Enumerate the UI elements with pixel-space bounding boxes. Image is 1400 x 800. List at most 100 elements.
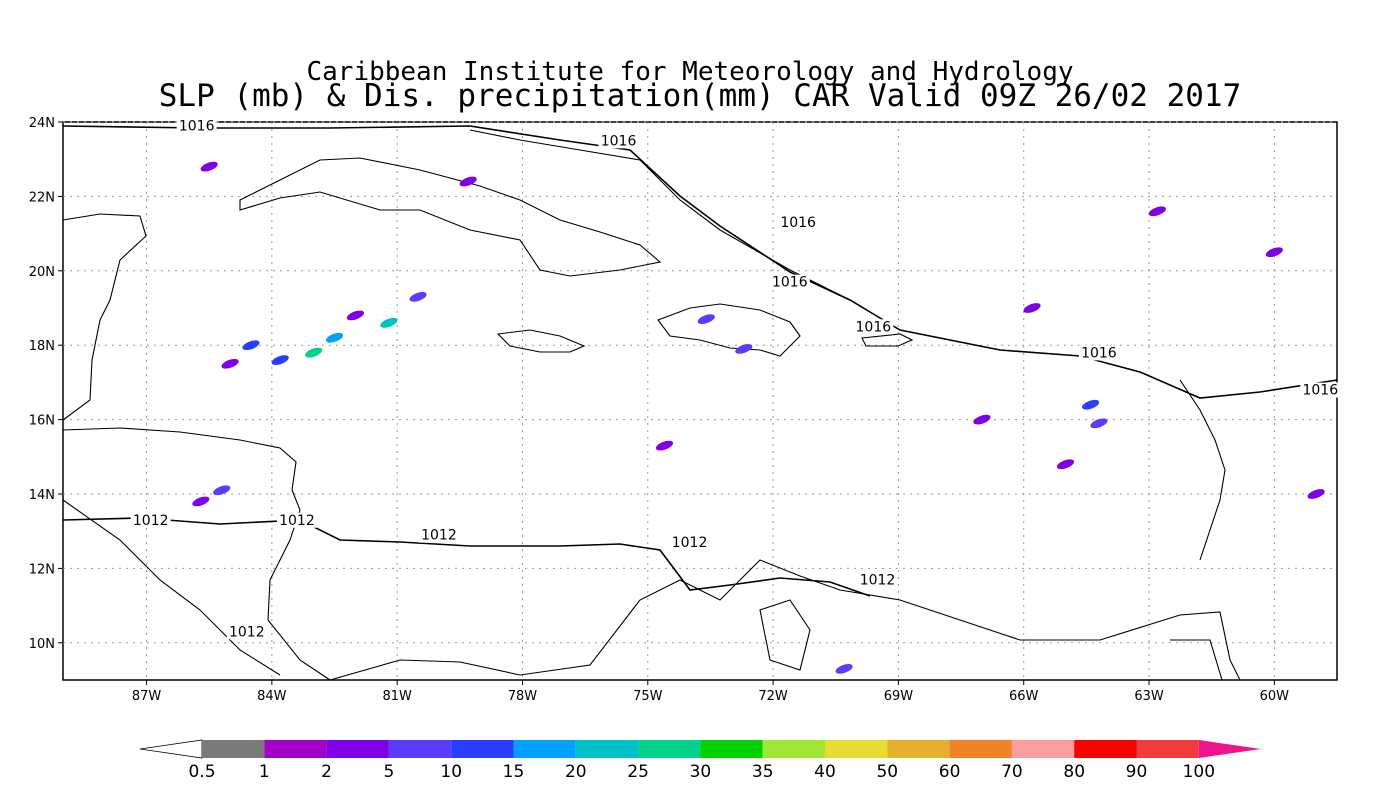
precip-cell [697,314,715,325]
colorbar-label: 20 [565,762,587,782]
coast-cuba [239,157,662,277]
colorbar: 0.5 1 2 5 10 15 20 25 30 35 40 50 60 70 80 90 100 [139,739,1261,782]
precip-cell [1081,399,1100,410]
x-tick-label: 75W [633,689,663,704]
precip-cell [200,161,218,172]
colorbar-swatch [1074,740,1137,758]
coast-pacific [62,499,281,676]
coast-lake-maracaibo [759,599,811,671]
coast-south-america [329,559,1241,681]
colorbar-swatch [700,740,763,758]
coast-jamaica [496,329,586,353]
graticule [63,121,1337,680]
colorbar-label: 25 [627,762,649,782]
precip-cell [380,318,398,328]
colorbar-swatch [575,740,639,758]
isobar-label-1016: 1016 [780,215,816,231]
isobar-label-1016: 1016 [772,275,808,291]
isobar-label-bg [418,527,459,543]
isobar-label-bg [853,319,894,335]
colorbar-label: 80 [1063,762,1085,782]
y-tick-label: 24N [29,116,55,131]
isobar-label-bg [130,512,171,528]
isobar-label-1012: 1012 [133,513,169,529]
colorbar-label: 2 [321,762,332,782]
isobar-label-1016: 1016 [179,118,215,134]
isobar-label-bg [769,274,810,290]
precip-cell [192,496,210,507]
precip-cell [1265,247,1283,258]
colorbar-label: 30 [690,762,712,782]
colorbar-label: 35 [752,762,774,782]
colorbar-swatch [1011,740,1075,758]
colorbar-label: 5 [383,762,394,782]
precipitation-cells [192,161,1325,674]
x-tick-label: 84W [257,689,287,704]
y-tick-label: 22N [29,190,55,205]
isobar-label-1012: 1012 [279,513,315,529]
isobar-lines [62,125,1338,597]
y-tick-label: 16N [29,414,55,429]
isobar-label-bg [1078,345,1119,361]
colorbar-label: 100 [1183,762,1215,782]
isobar-label-bg [857,572,898,588]
precip-cell [305,347,323,358]
colorbar-swatch [825,740,888,758]
colorbar-over-arrow [1198,740,1261,758]
x-tick-label: 81W [382,689,412,704]
colorbar-swatch [762,740,825,758]
colorbar-swatch [388,740,452,758]
precip-cell [973,414,991,425]
isobar-label-bg [598,133,639,149]
colorbar-label: 1 [259,762,270,782]
precip-cell [271,355,289,365]
isobar-1012-south [62,517,871,597]
precip-cell [835,663,853,674]
colorbar-label: 15 [503,762,525,782]
isobar-label-1012: 1012 [672,535,708,551]
precip-cell [1056,459,1075,470]
colorbar-label: 70 [1001,762,1023,782]
y-tick-label: 10N [29,637,55,652]
isobar-label-1016: 1016 [856,319,892,335]
x-tick-label: 87W [132,689,162,704]
isobar-label-1016: 1016 [601,133,637,149]
precip-cell [221,358,239,369]
x-tick-label: 72W [758,689,788,704]
colorbar-swatch [264,740,327,758]
isobar-label-bg [176,118,217,134]
axes: 87W 84W 81W 78W 75W 72W 69W 66W 63W 60W 24N 22N 20N 1… [29,116,1289,704]
isobar-label-bg [276,512,317,528]
coast-hispaniola [657,303,801,357]
precip-cell [409,291,427,302]
x-tick-label: 63W [1134,689,1164,704]
coastlines [62,129,1241,681]
coast-bahamas [469,129,851,301]
colorbar-swatch [326,740,389,758]
title-line-2: SLP (mb) & Dis. precipitation(mm) CAR Va… [159,78,1242,114]
x-tick-label: 69W [884,689,914,704]
precip-cell [1307,489,1325,499]
colorbar-swatch [202,740,265,758]
colorbar-label: 60 [939,762,961,782]
y-tick-label: 12N [29,562,55,577]
precip-cell [735,344,753,354]
colorbar-label: 40 [814,762,836,782]
isobar-label-bg [226,624,267,640]
y-tick-label: 20N [29,265,55,280]
colorbar-swatch [949,740,1012,758]
colorbar-label: 90 [1126,762,1148,782]
colorbar-label: 10 [440,762,462,782]
x-tick-label: 78W [508,689,538,704]
precip-cell [213,485,231,496]
colorbar-label: 0.5 [188,762,215,782]
colorbar-swatch [451,740,514,758]
title-line-1: Caribbean Institute for Meteorology and … [306,57,1073,87]
colorbar-label: 50 [876,762,898,782]
precip-cell [1090,418,1108,429]
isobar-label-bg [1300,382,1341,398]
precip-cell [1148,206,1166,217]
isobar-label-bg [778,215,819,231]
y-tick-label: 14N [29,488,55,503]
